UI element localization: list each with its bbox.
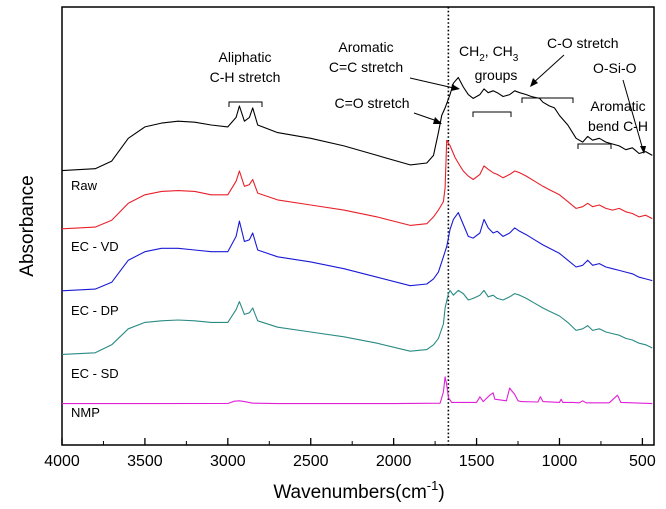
svg-text:C-O stretch: C-O stretch <box>547 35 619 51</box>
series-label-ec-dp: EC - DP <box>71 303 119 318</box>
svg-text:Aromatic: Aromatic <box>590 98 645 114</box>
x-tick-label-1500: 1500 <box>459 453 495 470</box>
series-label-ec-vd: EC - VD <box>71 239 119 254</box>
x-axis-ticks <box>61 438 644 445</box>
x-tick-label-3000: 3000 <box>210 453 246 470</box>
svg-text:C=O stretch: C=O stretch <box>334 95 409 111</box>
svg-text:O-Si-O: O-Si-O <box>593 60 637 76</box>
svg-text:groups: groups <box>475 67 518 83</box>
svg-text:Aromatic: Aromatic <box>338 39 393 55</box>
series-line-raw <box>61 76 653 172</box>
annotation-aliphatic: Aliphatic C-H stretch <box>210 49 281 107</box>
series-line-ec-vd <box>61 139 653 230</box>
annotation-ch2-ch3: CH2, CH3 groups <box>459 43 519 117</box>
series-line-nmp <box>61 376 653 405</box>
annotation-aromatic-cc: Aromatic C=C stretch <box>329 39 460 91</box>
svg-text:bend C-H: bend C-H <box>588 118 648 134</box>
annotation-o-si-o: O-Si-O <box>593 60 646 154</box>
svg-text:C-H stretch: C-H stretch <box>210 69 281 85</box>
series-label-nmp: NMP <box>71 405 100 420</box>
annotation-c-o-stretch: C-O stretch <box>521 35 619 103</box>
series-label-ec-sd: EC - SD <box>71 366 119 381</box>
x-axis-tick-labels: 4000 3500 3000 2500 2000 1500 1000 500 <box>44 453 656 470</box>
x-tick-label-1000: 1000 <box>542 453 578 470</box>
x-tick-label-4000: 4000 <box>44 453 80 470</box>
x-axis-title: Wavenumbers(cm-1) <box>273 478 444 503</box>
plot-area-frame <box>61 6 655 446</box>
annotation-carbonyl: C=O stretch <box>334 95 442 124</box>
series-group <box>61 76 653 405</box>
x-tick-label-2000: 2000 <box>376 453 412 470</box>
x-tick-label-500: 500 <box>629 453 656 470</box>
svg-text:Aliphatic: Aliphatic <box>219 49 272 65</box>
svg-text:C=C stretch: C=C stretch <box>329 59 403 75</box>
series-label-raw: Raw <box>71 178 98 193</box>
x-tick-label-3500: 3500 <box>127 453 163 470</box>
x-tick-label-2500: 2500 <box>293 453 329 470</box>
series-line-ec-sd <box>61 289 653 355</box>
series-line-ec-dp <box>61 212 653 292</box>
annotation-aromatic-bend: Aromatic bend C-H <box>577 98 648 149</box>
svg-text:CH2, CH3: CH2, CH3 <box>459 43 519 64</box>
y-axis-title: Absorbance <box>17 175 38 276</box>
